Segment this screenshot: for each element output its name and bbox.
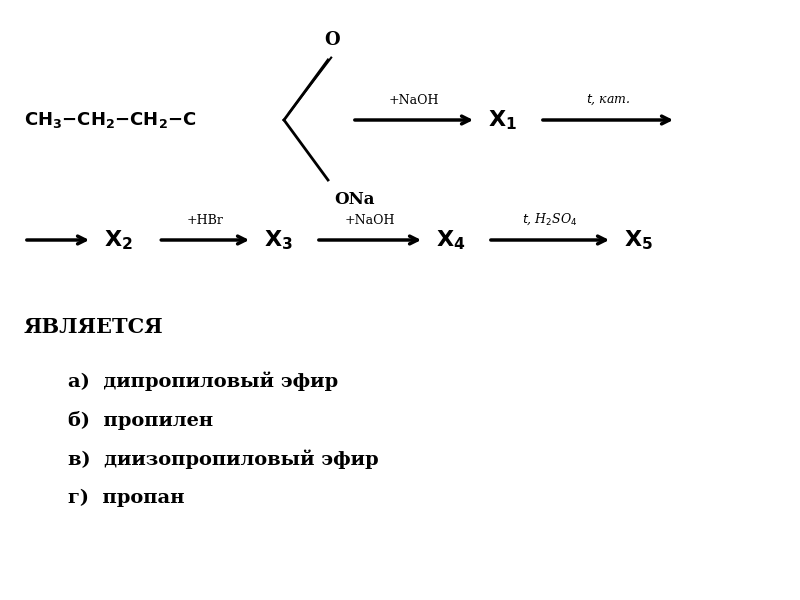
Text: $\mathbf{X_4}$: $\mathbf{X_4}$ — [436, 228, 466, 252]
Text: O: O — [324, 31, 340, 49]
Text: $\mathbf{X_5}$: $\mathbf{X_5}$ — [624, 228, 653, 252]
Text: +NaOH: +NaOH — [389, 94, 439, 107]
Text: $t$, H$_2$SO$_4$: $t$, H$_2$SO$_4$ — [522, 211, 578, 227]
Text: г)  пропан: г) пропан — [68, 489, 185, 507]
Text: $\mathbf{CH_3{-}CH_2{-}CH_2{-}C}$: $\mathbf{CH_3{-}CH_2{-}CH_2{-}C}$ — [24, 110, 197, 130]
Text: ЯВЛЯЕТСЯ: ЯВЛЯЕТСЯ — [24, 317, 164, 337]
Text: в)  диизопропиловый эфир: в) диизопропиловый эфир — [68, 449, 378, 469]
Text: $t$, кат.: $t$, кат. — [586, 92, 630, 107]
Text: $\mathbf{X_2}$: $\mathbf{X_2}$ — [104, 228, 133, 252]
Text: $\mathbf{X_3}$: $\mathbf{X_3}$ — [264, 228, 293, 252]
Text: б)  пропилен: б) пропилен — [68, 410, 213, 430]
Text: $\mathbf{X_1}$: $\mathbf{X_1}$ — [488, 108, 517, 132]
Text: +NaOH: +NaOH — [345, 214, 395, 227]
Text: +HBr: +HBr — [186, 214, 224, 227]
Text: ONa: ONa — [334, 191, 375, 208]
Text: а)  дипропиловый эфир: а) дипропиловый эфир — [68, 371, 338, 391]
